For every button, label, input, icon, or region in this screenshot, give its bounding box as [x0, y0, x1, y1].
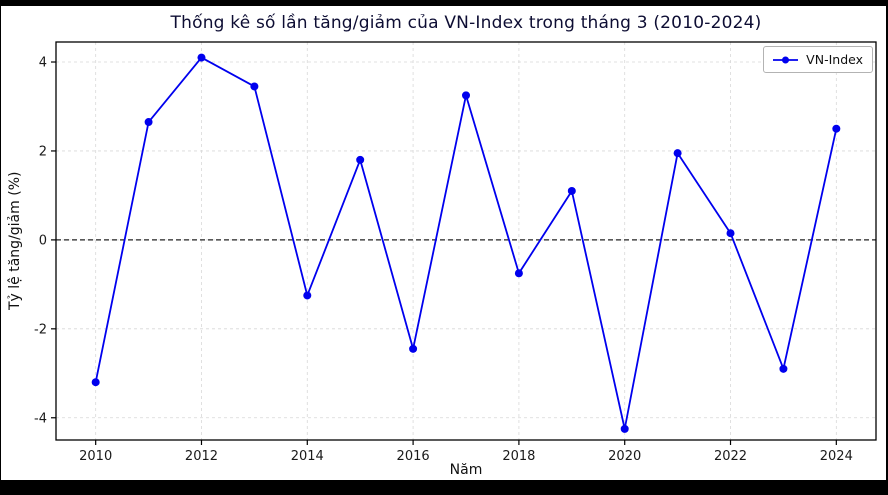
data-point — [91, 378, 100, 387]
data-point — [620, 424, 629, 433]
data-point — [514, 269, 523, 278]
x-tick-label: 2012 — [185, 449, 218, 464]
data-point — [144, 118, 153, 127]
x-tick-label: 2020 — [608, 449, 641, 464]
data-point — [197, 53, 206, 62]
data-point — [726, 229, 735, 238]
chart-title: Thống kê số lần tăng/giảm của VN-Index t… — [170, 13, 762, 33]
plot-border — [55, 41, 877, 441]
data-point — [303, 291, 312, 300]
y-tick-label: 2 — [39, 144, 47, 159]
data-point — [356, 155, 365, 164]
x-tick-label: 2022 — [714, 449, 747, 464]
legend-label: VN-Index — [806, 52, 863, 67]
x-tick-label: 2016 — [397, 449, 430, 464]
y-tick-label: -2 — [34, 322, 47, 337]
x-tick-label: 2018 — [502, 449, 535, 464]
legend: VN-Index — [763, 46, 873, 73]
x-tick-label: 2024 — [820, 449, 853, 464]
data-point — [462, 91, 470, 100]
x-tick-label: 2014 — [291, 449, 324, 464]
data-point — [250, 82, 259, 91]
legend-dot-sample — [782, 56, 790, 63]
legend-line-marker-icon — [773, 56, 799, 63]
y-tick-label: 0 — [39, 233, 47, 248]
line-chart-canvas: 2010 2012 2014 2016 2018 2020 2022 2024 -4 -2 0 2 4 — [34, 41, 877, 464]
data-point — [832, 124, 841, 133]
x-tick-label: 2010 — [79, 449, 112, 464]
x-axis-label: Năm — [449, 462, 483, 478]
y-axis-label: Tỷ lệ tăng/giảm (%) — [7, 171, 23, 311]
data-point — [409, 344, 418, 353]
y-tick-label: -4 — [34, 411, 47, 426]
y-tick-label: 4 — [39, 56, 47, 71]
data-point — [567, 186, 576, 195]
data-point — [779, 364, 788, 373]
chart-figure: Thống kê số lần tăng/giảm của VN-Index t… — [1, 6, 886, 480]
vn-index-line — [94, 56, 838, 430]
data-point — [673, 149, 682, 158]
